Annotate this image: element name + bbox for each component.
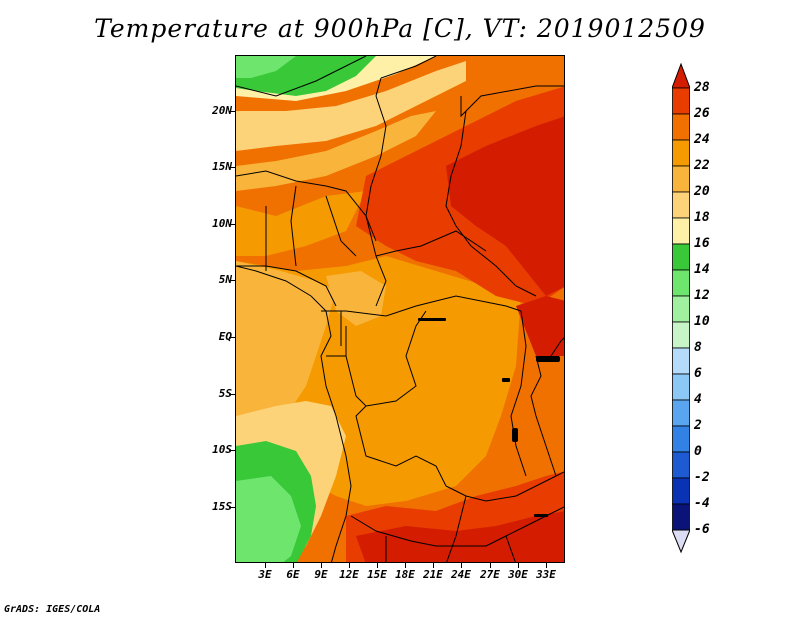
colorbar-swatch [672,269,690,297]
colorbar-label: 4 [694,392,702,407]
lon-label: 18E [395,568,415,581]
lon-tick [377,563,378,568]
colorbar-label: 20 [694,184,710,199]
colorbar-swatch [672,165,690,193]
colorbar-label: 6 [694,366,702,381]
shade-28 [446,116,564,296]
lat-label: 20N [212,104,232,117]
colorbar-label: 0 [694,444,702,459]
lon-label: 3E [258,568,272,581]
colorbar-label: 22 [694,158,710,173]
colorbar-swatch [672,373,690,401]
colorbar-under-triangle [671,529,691,554]
lat-tick [229,224,235,225]
lon-tick [433,563,434,568]
colorbar-swatch [672,425,690,453]
colorbar-swatches [671,62,691,554]
lat-label: 10S [212,443,232,456]
shade-18 [236,61,466,151]
colorbar-swatch [672,113,690,141]
lat-label: 15S [212,500,232,513]
lon-label: 12E [339,568,359,581]
colorbar-swatch [672,347,690,375]
temperature-field [236,56,564,562]
lon-tick [405,563,406,568]
political-borders [236,56,564,562]
colorbar-swatch [672,503,690,531]
colorbar-label: 2 [694,418,702,433]
lon-label: 9E [314,568,328,581]
colorbar-swatch [672,321,690,349]
colorbar-label: 12 [694,288,710,303]
lat-tick [229,450,235,451]
lat-label: 10N [212,217,232,230]
colorbar-label: 8 [694,340,702,355]
lat-tick [229,394,235,395]
colorbar-label: -2 [694,470,710,485]
colorbar-swatch [672,191,690,219]
lat-tick [229,337,235,338]
lat-label: 5S [218,387,232,400]
lon-tick [518,563,519,568]
lon-tick [461,563,462,568]
lat-label: 5N [218,273,232,286]
colorbar-label: 26 [694,106,710,121]
lat-label: EQ [218,330,232,343]
colorbar-label: 18 [694,210,710,225]
lon-tick [265,563,266,568]
colorbar [671,62,691,566]
shade-20 [236,261,336,426]
colorbar-over-triangle [671,62,691,89]
lat-label: 15N [212,160,232,173]
credit-text: GrADS: IGES/COLA [4,604,101,615]
shade-28 [356,511,564,562]
map-title: Temperature at 900hPa [C], VT: 201901250… [94,14,706,43]
shade-22 [236,191,366,256]
lon-label: 27E [480,568,500,581]
shade-12 [236,476,301,562]
lat-tick [229,280,235,281]
colorbar-swatch [672,243,690,271]
shade-28 [516,296,564,356]
colorbar-swatch [672,87,690,115]
lon-tick [349,563,350,568]
lon-label: 15E [367,568,387,581]
colorbar-label: 24 [694,132,710,147]
lat-tick [229,507,235,508]
lon-tick [321,563,322,568]
colorbar-label: 16 [694,236,710,251]
lon-tick [490,563,491,568]
colorbar-label: -6 [694,522,710,537]
colorbar-swatch [672,139,690,167]
lat-tick [229,111,235,112]
lon-label: 21E [423,568,443,581]
colorbar-label: 14 [694,262,710,277]
lon-label: 33E [536,568,556,581]
colorbar-swatch [672,399,690,427]
lat-tick [229,167,235,168]
lon-label: 6E [286,568,300,581]
colorbar-label: 28 [694,80,710,95]
lakes [418,318,560,517]
colorbar-label: -4 [694,496,710,511]
colorbar-swatch [672,217,690,245]
colorbar-swatch [672,477,690,505]
colorbar-swatch [672,295,690,323]
shade-20 [236,111,436,191]
lon-label: 24E [451,568,471,581]
lon-tick [293,563,294,568]
colorbar-label: 10 [694,314,710,329]
lon-label: 30E [508,568,528,581]
shade-12 [236,56,296,78]
colorbar-swatch [672,451,690,479]
temperature-map [235,55,565,563]
lon-tick [546,563,547,568]
